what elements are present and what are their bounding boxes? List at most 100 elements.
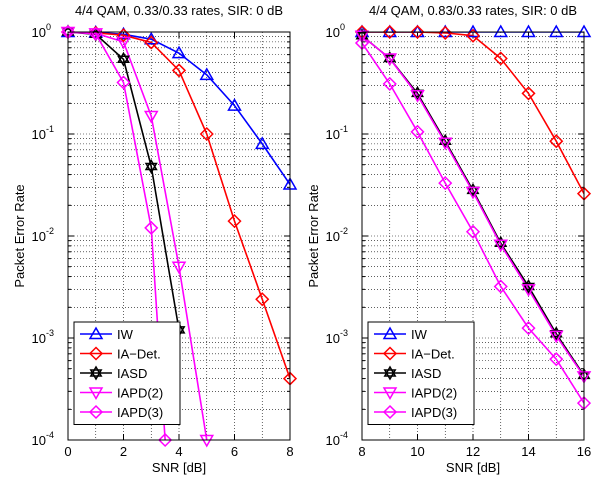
legend-label: IAPD(3) (117, 405, 163, 420)
y-tick-label: 10 (32, 433, 46, 448)
data-point (116, 75, 131, 90)
y-tick-label: 10 (326, 25, 340, 40)
series-line-2 (68, 32, 290, 379)
data-point (199, 67, 215, 81)
x-tick-label: 8 (286, 444, 293, 459)
data-point (465, 186, 481, 200)
legend-marker (88, 404, 104, 420)
data-point (227, 214, 242, 229)
data-point (493, 239, 509, 253)
data-point (171, 261, 187, 275)
data-point (199, 434, 215, 448)
data-point (354, 30, 370, 44)
y-tick-exponent: 0 (46, 22, 51, 32)
y-axis-label: Packet Error Rate (306, 184, 321, 287)
data-point (410, 89, 425, 103)
legend-marker (88, 387, 104, 401)
data-point (60, 26, 76, 40)
x-tick-label: 0 (64, 444, 71, 459)
y-tick-label: 10 (32, 229, 46, 244)
data-point (144, 220, 159, 235)
y-tick-label: 10 (326, 127, 340, 142)
legend-label: IAPD(2) (411, 386, 457, 401)
data-point (521, 24, 536, 38)
axes-box (361, 31, 585, 441)
y-tick-label: 10 (32, 331, 46, 346)
y-tick-exponent: -4 (340, 430, 348, 440)
series-line-5 (68, 32, 166, 440)
x-tick-label: 10 (410, 444, 424, 459)
legend-marker (89, 365, 103, 381)
data-point (438, 25, 453, 40)
y-tick-exponent: -3 (340, 328, 348, 338)
data-point (548, 330, 564, 344)
legend-marker (88, 326, 104, 340)
data-point (171, 45, 187, 59)
series-line-2 (362, 32, 584, 195)
legend: IW IA−Det. IASD IAPD(2) IAPD(3) (73, 321, 181, 425)
data-point (227, 98, 242, 111)
series-line-4 (362, 35, 584, 377)
x-tick-label: 8 (358, 444, 365, 459)
x-tick-label: 4 (175, 444, 182, 459)
legend-marker (382, 346, 398, 361)
y-tick-exponent: -1 (46, 124, 54, 134)
data-point (493, 24, 509, 38)
data-point (255, 292, 270, 307)
data-point (382, 24, 398, 38)
data-point (521, 284, 536, 297)
data-point (465, 28, 481, 43)
legend-marker (382, 326, 398, 340)
legend-label: IW (117, 327, 134, 342)
x-tick-label: 2 (120, 444, 127, 459)
y-tick-exponent: 0 (340, 22, 345, 32)
x-tick-label: 16 (577, 444, 591, 459)
data-point (410, 124, 425, 139)
data-point (549, 352, 564, 367)
legend-marker (383, 365, 397, 381)
data-point (199, 126, 214, 142)
legend-label: IASD (117, 366, 147, 381)
data-point (437, 24, 453, 38)
data-point (254, 136, 270, 150)
axes-box (67, 31, 291, 441)
x-tick-label: 12 (466, 444, 480, 459)
chart-panel-1: 10-410-310-210-110 00 2 4 6 84/4 QAM, 0.33/0.… (12, 3, 298, 475)
data-point (521, 86, 536, 101)
data-point (548, 24, 564, 38)
data-point (521, 321, 536, 336)
data-point (549, 134, 564, 149)
x-tick-label: 14 (521, 444, 535, 459)
legend-label: IA−Det. (411, 347, 455, 362)
legend-marker (382, 404, 398, 420)
data-point (382, 24, 397, 40)
chart-title: 4/4 QAM, 0.83/0.33 rates, SIR: 0 dB (369, 3, 577, 18)
data-point (410, 24, 425, 40)
data-point (493, 51, 508, 66)
y-tick-exponent: -4 (46, 430, 54, 440)
y-axis-label: Packet Error Rate (12, 184, 27, 287)
legend: IW IA−Det. IASD IAPD(2) IAPD(3) (367, 321, 475, 425)
data-point (144, 35, 159, 50)
data-point (382, 53, 398, 66)
legend-marker (382, 387, 398, 401)
x-axis-label: SNR [dB] (446, 460, 500, 475)
data-point (158, 432, 173, 448)
y-tick-label: 10 (32, 127, 46, 142)
data-point (493, 279, 508, 294)
chart-panel-2: 10-410-310-210-110 08 10 12 14 164/4 QAM, 0.8… (306, 3, 592, 475)
x-tick-label: 6 (231, 444, 238, 459)
data-point (438, 176, 453, 191)
data-point (116, 28, 131, 43)
y-tick-exponent: -1 (340, 124, 348, 134)
legend-marker (88, 346, 104, 361)
y-tick-exponent: -3 (46, 328, 54, 338)
series-line-5 (362, 42, 584, 404)
series-layer (362, 32, 584, 404)
legend-label: IAPD(2) (117, 386, 163, 401)
data-point (437, 137, 453, 151)
legend-label: IAPD(3) (411, 405, 457, 420)
data-point (171, 63, 187, 78)
legend-label: IA−Det. (117, 347, 161, 362)
